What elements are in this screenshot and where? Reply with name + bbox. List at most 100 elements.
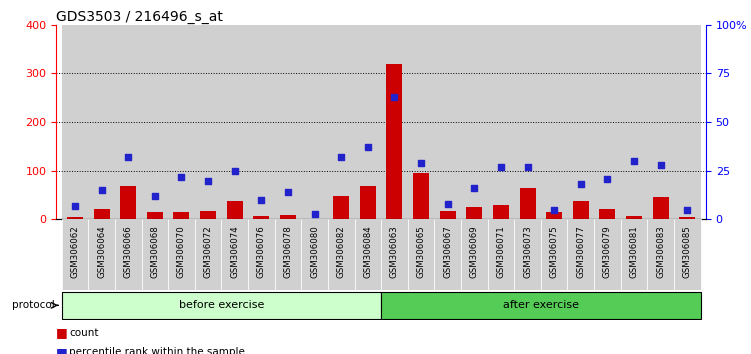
Point: [388, 94, 400, 99]
Text: ■: ■: [56, 326, 68, 339]
Bar: [599, 209, 615, 219]
Text: GSM306078: GSM306078: [283, 225, 292, 278]
Bar: [514, 219, 541, 290]
Bar: [275, 219, 301, 290]
Bar: [328, 219, 354, 290]
Bar: [227, 201, 243, 219]
Text: protocol: protocol: [12, 300, 55, 310]
Bar: [434, 25, 461, 219]
Point: [95, 187, 107, 193]
Point: [442, 201, 454, 207]
Text: count: count: [69, 328, 99, 338]
Bar: [275, 25, 301, 219]
Bar: [62, 292, 382, 319]
Bar: [168, 219, 195, 290]
Text: GSM306065: GSM306065: [417, 225, 426, 278]
Text: GSM306076: GSM306076: [257, 225, 266, 278]
Bar: [147, 212, 163, 219]
Point: [149, 193, 161, 199]
Text: GSM306067: GSM306067: [443, 225, 452, 278]
Bar: [200, 211, 216, 219]
Bar: [674, 25, 701, 219]
Bar: [439, 211, 456, 219]
Text: GSM306066: GSM306066: [124, 225, 133, 278]
Bar: [360, 186, 376, 219]
Bar: [354, 25, 381, 219]
Bar: [487, 219, 514, 290]
Text: GSM306072: GSM306072: [204, 225, 213, 278]
Text: GSM306080: GSM306080: [310, 225, 319, 278]
Bar: [413, 173, 429, 219]
Bar: [67, 217, 83, 219]
Bar: [573, 201, 589, 219]
Text: GSM306063: GSM306063: [390, 225, 399, 278]
Point: [255, 197, 267, 203]
Bar: [89, 25, 115, 219]
Bar: [333, 196, 349, 219]
Bar: [487, 25, 514, 219]
Bar: [647, 25, 674, 219]
Text: GSM306075: GSM306075: [550, 225, 559, 278]
Bar: [62, 25, 89, 219]
Text: ■: ■: [56, 346, 68, 354]
Point: [122, 154, 134, 160]
Bar: [222, 25, 248, 219]
Point: [548, 207, 560, 212]
Bar: [62, 219, 89, 290]
Point: [469, 185, 481, 191]
Bar: [466, 207, 482, 219]
Bar: [382, 219, 408, 290]
Point: [681, 207, 693, 212]
Text: GSM306081: GSM306081: [629, 225, 638, 278]
Bar: [328, 25, 354, 219]
Bar: [248, 219, 275, 290]
Point: [655, 162, 667, 168]
Point: [176, 174, 188, 179]
Bar: [387, 64, 403, 219]
Point: [495, 164, 507, 170]
Point: [282, 189, 294, 195]
Bar: [94, 209, 110, 219]
Bar: [434, 219, 461, 290]
Text: GSM306085: GSM306085: [683, 225, 692, 278]
Bar: [621, 25, 647, 219]
Bar: [115, 25, 141, 219]
Text: GSM306077: GSM306077: [576, 225, 585, 278]
Bar: [594, 219, 621, 290]
Bar: [493, 205, 509, 219]
Text: GSM306082: GSM306082: [336, 225, 345, 278]
Text: GDS3503 / 216496_s_at: GDS3503 / 216496_s_at: [56, 10, 223, 24]
Point: [202, 178, 214, 183]
Text: GSM306083: GSM306083: [656, 225, 665, 278]
Point: [575, 182, 587, 187]
Text: GSM306064: GSM306064: [97, 225, 106, 278]
Point: [335, 154, 347, 160]
Bar: [381, 25, 408, 219]
Text: before exercise: before exercise: [179, 300, 264, 310]
Bar: [253, 216, 270, 219]
Bar: [408, 25, 434, 219]
Bar: [280, 215, 296, 219]
Bar: [568, 219, 594, 290]
Point: [415, 160, 427, 166]
Bar: [647, 219, 674, 290]
Bar: [141, 219, 168, 290]
Point: [69, 203, 81, 209]
Bar: [120, 186, 136, 219]
Bar: [168, 25, 195, 219]
Point: [309, 211, 321, 216]
Bar: [541, 219, 568, 290]
Text: GSM306062: GSM306062: [71, 225, 80, 278]
Text: GSM306068: GSM306068: [150, 225, 159, 278]
Text: GSM306070: GSM306070: [177, 225, 186, 278]
Bar: [195, 25, 222, 219]
Bar: [680, 217, 695, 219]
Bar: [382, 292, 701, 319]
Bar: [222, 219, 248, 290]
Bar: [594, 25, 621, 219]
Text: percentile rank within the sample: percentile rank within the sample: [69, 347, 245, 354]
Bar: [568, 25, 594, 219]
Bar: [301, 219, 328, 290]
Text: after exercise: after exercise: [503, 300, 579, 310]
Text: GSM306084: GSM306084: [363, 225, 372, 278]
